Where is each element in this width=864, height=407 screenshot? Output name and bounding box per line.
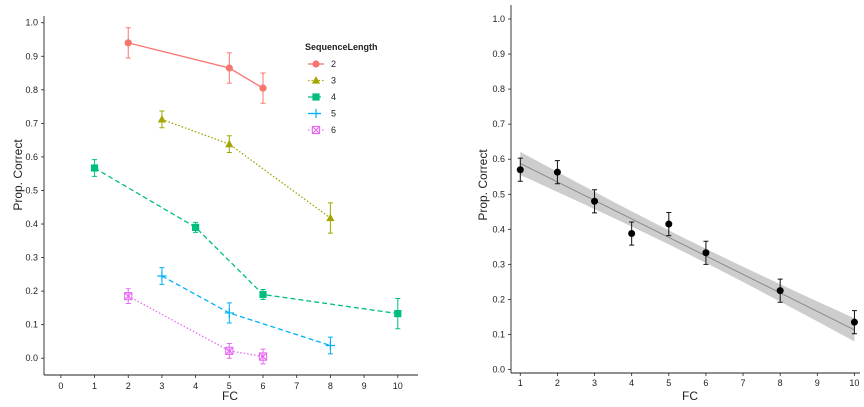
left-x-tick-label: 10 [393, 381, 403, 391]
left-legend-key-marker [312, 93, 320, 101]
right-regression-line [520, 162, 855, 331]
left-x-tick-label: 5 [227, 381, 232, 391]
right-y-tick-label: 0.7 [492, 119, 505, 129]
left-series-2 [124, 27, 267, 104]
right-x-tick-label: 5 [666, 378, 671, 388]
left-y-tick-label: 0.5 [25, 185, 38, 195]
right-x-tick-label: 7 [741, 378, 746, 388]
left-x-tick-label: 9 [362, 381, 367, 391]
right-y-tick-label: 0.4 [492, 224, 505, 234]
left-x-tick-label: 0 [58, 381, 63, 391]
left-y-tick-label: 0.6 [25, 152, 38, 162]
left-legend-key-marker [311, 125, 321, 135]
right-x-tick-label: 8 [778, 378, 783, 388]
left-data-point [259, 84, 267, 92]
right-data-point [665, 220, 673, 228]
right-y-axis-title: Prop. Correct [476, 149, 490, 221]
left-series-line [94, 167, 398, 315]
left-legend-label: 5 [331, 109, 336, 119]
right-y-tick-label: 0.2 [492, 294, 505, 304]
left-y-tick-label: 0.2 [25, 286, 38, 296]
left-x-tick-label: 7 [294, 381, 299, 391]
left-legend-key-marker [311, 108, 321, 119]
left-data-point [192, 223, 200, 231]
left-data-point [394, 310, 402, 318]
right-x-axis-title: FC [682, 389, 698, 403]
left-x-tick-label: 3 [159, 381, 164, 391]
right-y-tick-label: 0.0 [492, 364, 505, 374]
left-y-tick-label: 1.0 [25, 18, 38, 28]
right-data-point [776, 287, 784, 295]
right-y-tick-label: 0.1 [492, 329, 505, 339]
left-y-tick-label: 0.9 [25, 51, 38, 61]
left-x-axis-title: FC [222, 389, 238, 403]
right-data-point [850, 318, 858, 326]
right-x-tick-label: 4 [629, 378, 634, 388]
left-y-axis-title: Prop. Correct [11, 139, 25, 211]
right-y-tick-label: 0.5 [492, 189, 505, 199]
left-y-tick-label: 0.8 [25, 85, 38, 95]
left-data-point [157, 271, 167, 281]
left-x-tick-label: 1 [92, 381, 97, 391]
left-data-point [90, 164, 99, 172]
left-y-tick-label: 0.3 [25, 253, 38, 263]
left-x-tick-label: 4 [193, 381, 198, 391]
left-data-point [258, 352, 268, 361]
left-data-point [157, 114, 167, 123]
left-series-line [127, 295, 264, 358]
left-y-tick-label: 0.4 [25, 219, 38, 229]
left-legend-label: 3 [331, 76, 336, 86]
left-data-point [224, 308, 234, 318]
right-x-tick-label: 2 [555, 378, 560, 388]
right-data-point [516, 166, 524, 174]
left-data-point [225, 139, 234, 148]
right-y-tick-label: 0.9 [492, 49, 505, 59]
left-legend-label: 2 [331, 59, 336, 69]
right-data-point [702, 249, 710, 257]
left-series-3 [157, 110, 335, 234]
right-data-point [591, 197, 599, 205]
left-series-4 [90, 159, 402, 330]
right-data-point [628, 230, 636, 238]
right-x-tick-label: 10 [849, 378, 859, 388]
left-data-point [325, 340, 335, 351]
left-x-tick-label: 2 [126, 381, 131, 391]
left-legend-key-marker [311, 76, 321, 84]
right-y-tick-label: 0.8 [492, 84, 505, 94]
left-data-point [225, 64, 233, 72]
left-data-point [124, 39, 132, 47]
right-x-tick-label: 3 [592, 378, 597, 388]
left-legend-label: 6 [331, 125, 336, 135]
right-data-point [553, 168, 561, 176]
right-x-tick-label: 9 [815, 378, 820, 388]
left-legend: SequenceLength 2 3 4 5 6 [305, 42, 378, 135]
left-series-5 [157, 267, 335, 355]
left-data-point [326, 213, 335, 222]
left-legend-key-marker [312, 60, 320, 68]
left-x-tick-label: 6 [261, 381, 266, 391]
right-y-tick-label: 0.3 [492, 259, 505, 269]
left-y-tick-label: 0.0 [25, 353, 38, 363]
right-y-tick-label: 0.6 [492, 154, 505, 164]
left-data-point [124, 292, 133, 301]
right-x-tick-label: 6 [703, 378, 708, 388]
left-legend-title: SequenceLength [305, 42, 378, 52]
left-y-tick-label: 0.7 [25, 118, 38, 128]
right-x-tick-label: 1 [518, 378, 523, 388]
right-y-tick-label: 1.0 [492, 14, 505, 24]
left-y-tick-label: 0.1 [25, 320, 38, 330]
left-series-6 [124, 288, 268, 365]
left-data-point [225, 346, 234, 355]
left-series-line [161, 118, 331, 219]
left-x-tick-label: 8 [328, 381, 333, 391]
left-legend-label: 4 [331, 92, 336, 102]
left-data-point [259, 290, 267, 299]
